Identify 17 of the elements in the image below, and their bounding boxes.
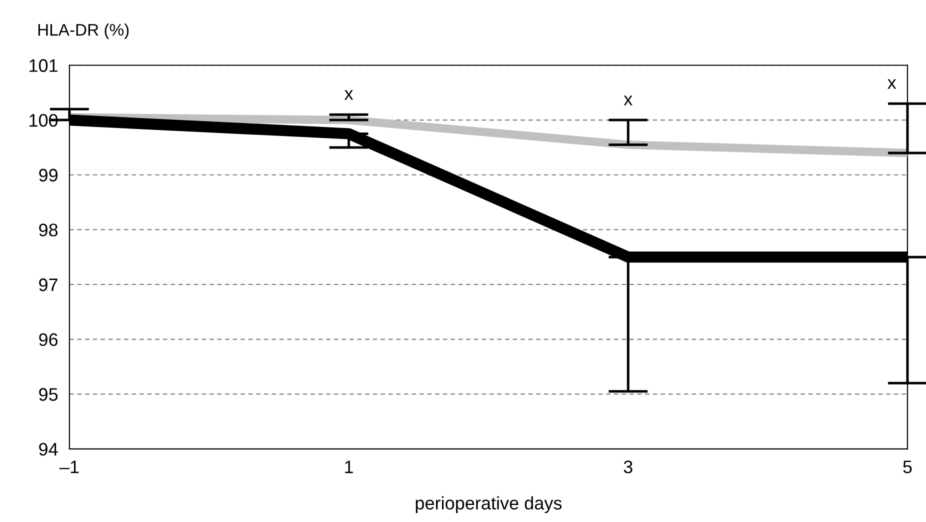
y-tick-label: 101 — [30, 59, 58, 72]
x-tick-label: 5 — [903, 460, 912, 474]
x-tick-label: 1 — [345, 460, 353, 474]
x-tick-label: 3 — [624, 460, 632, 474]
y-tick-label: 97 — [39, 278, 58, 292]
annotation: x — [888, 79, 896, 89]
y-tick-label: 100 — [30, 114, 58, 127]
y-tick-label: 98 — [39, 224, 58, 236]
y-tick-label: 95 — [39, 388, 58, 401]
y-tick-label: 94 — [39, 442, 58, 456]
y-tick-label: 99 — [39, 168, 58, 182]
annotation: x — [344, 90, 354, 100]
x-axis-title: perioperative days — [416, 496, 562, 514]
annotation: x — [624, 96, 632, 106]
y-axis-title: HLA-DR (%) — [38, 23, 129, 40]
x-tick-label: –1 — [59, 460, 79, 474]
y-tick-label: 96 — [39, 333, 58, 346]
